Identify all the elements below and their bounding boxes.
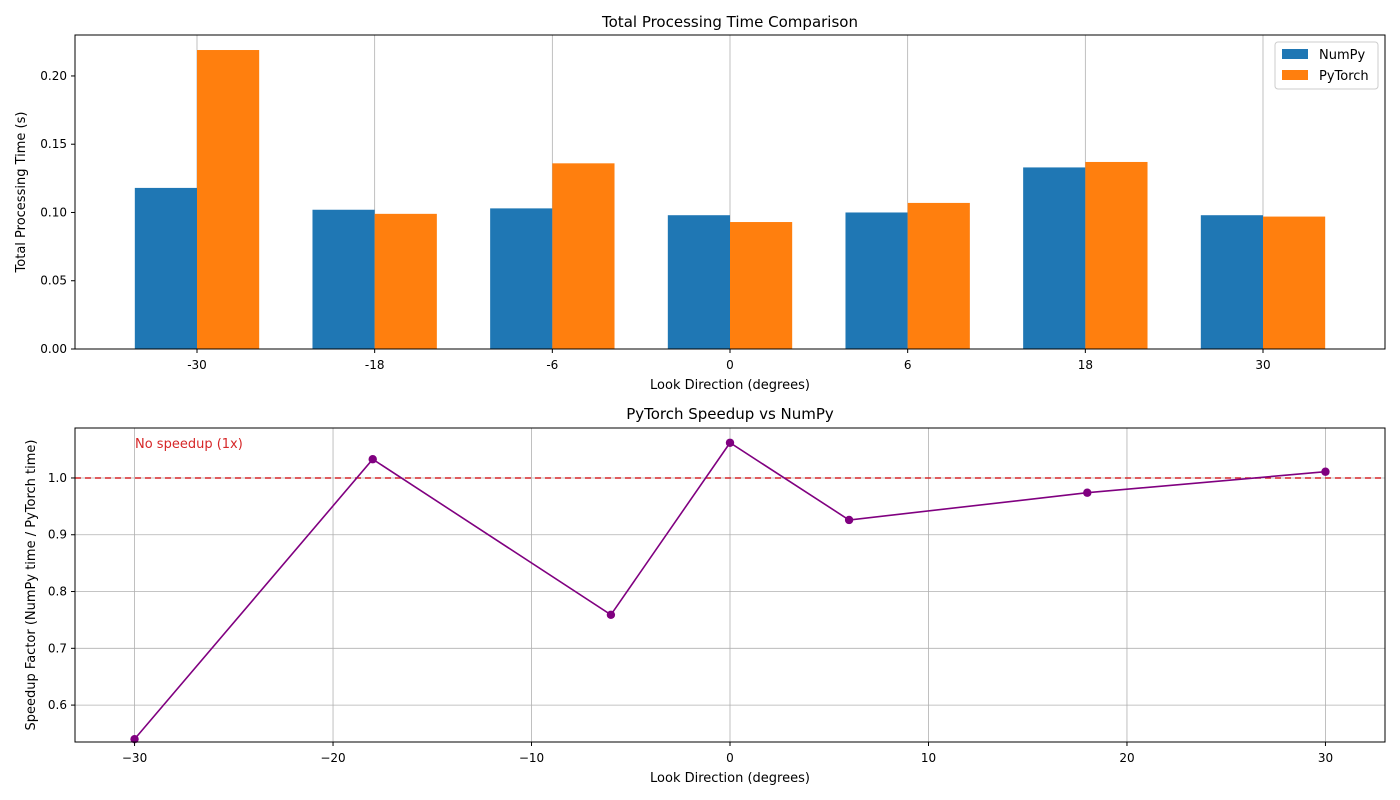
legend-label-pytorch: PyTorch [1319, 69, 1369, 84]
bar-pytorch-0 [730, 222, 793, 349]
bar-chart-processing-time: Total Processing Time Comparison -30 -18-… [14, 13, 1386, 393]
gridlines [75, 428, 1385, 742]
y-tick-label: 0.20 [40, 69, 67, 83]
legend-label-numpy: NumPy [1319, 48, 1365, 63]
x-ticks: −30 −20 −10 0 10 20 30 [122, 742, 1333, 765]
bar-numpy--6 [490, 208, 553, 349]
legend-swatch-numpy [1282, 49, 1308, 59]
legend-swatch-pytorch [1282, 70, 1308, 80]
x-tick-label: −20 [320, 751, 345, 765]
x-tick-label: -18 [365, 358, 385, 372]
x-tick-label: 0 [726, 751, 734, 765]
x-tick-label: −10 [519, 751, 544, 765]
bar-pytorch--30 [197, 50, 260, 349]
x-tick-label: 0 [726, 358, 734, 372]
x-ticks: -30 -18 -6 0 6 18 30 [187, 349, 1271, 372]
y-tick-label: 0.7 [48, 641, 67, 655]
speedup-point--18 [368, 455, 377, 464]
bar-numpy--30 [134, 187, 197, 349]
x-tick-label: -6 [546, 358, 558, 372]
x-tick-label: 30 [1318, 751, 1333, 765]
y-axis-label: Speedup Factor (NumPy time / PyTorch tim… [24, 440, 39, 731]
bar-numpy-30 [1200, 215, 1263, 349]
speedup-point-30 [1321, 467, 1330, 476]
x-tick-label: −30 [122, 751, 147, 765]
line-chart-speedup: PyTorch Speedup vs NumPy No speedup (1x)… [24, 405, 1386, 786]
x-tick-label: 18 [1078, 358, 1093, 372]
bar-pytorch-18 [1085, 161, 1148, 349]
bar-numpy-0 [667, 215, 730, 349]
x-tick-label: 10 [921, 751, 936, 765]
y-tick-label: 1.0 [48, 471, 67, 485]
speedup-point--6 [606, 610, 616, 620]
bar-pytorch-30 [1263, 216, 1326, 349]
x-tick-label: 20 [1119, 751, 1134, 765]
bar-pytorch--18 [374, 213, 437, 349]
y-tick-label: 0.9 [48, 528, 67, 542]
x-tick-label: -30 [187, 358, 207, 372]
x-axis-label: Look Direction (degrees) [650, 771, 810, 786]
y-tick-label: 0.8 [48, 585, 67, 599]
chart-title: Total Processing Time Comparison [601, 13, 858, 31]
speedup-point-0 [725, 438, 735, 447]
bar-numpy-6 [845, 212, 908, 349]
legend: NumPy PyTorch [1274, 41, 1379, 90]
y-axis-label: Total Processing Time (s) [14, 112, 29, 274]
bar-numpy-18 [1023, 167, 1086, 349]
reference-line-label: No speedup (1x) [135, 437, 243, 452]
bars [134, 50, 1326, 349]
y-tick-label: 0.05 [40, 274, 67, 288]
y-tick-label: 0.6 [48, 698, 67, 712]
speedup-point-18 [1083, 488, 1092, 497]
y-tick-label: 0.15 [40, 137, 67, 151]
y-ticks: 0.00 0.05 0.10 0.15 0.20 [40, 69, 75, 356]
chart-title: PyTorch Speedup vs NumPy [626, 405, 834, 423]
speedup-point--30 [130, 734, 139, 744]
bar-pytorch--6 [552, 163, 615, 349]
y-ticks: 0.6 0.7 0.8 0.9 1.0 [48, 471, 75, 712]
x-axis-label: Look Direction (degrees) [650, 378, 810, 393]
speedup-series [130, 438, 1330, 744]
speedup-point-6 [844, 515, 854, 525]
bar-numpy--18 [312, 209, 375, 349]
y-tick-label: 0.10 [40, 205, 67, 219]
y-tick-label: 0.00 [40, 342, 67, 356]
x-tick-label: 30 [1255, 358, 1270, 372]
bar-pytorch-6 [907, 202, 970, 349]
x-tick-label: 6 [904, 358, 912, 372]
